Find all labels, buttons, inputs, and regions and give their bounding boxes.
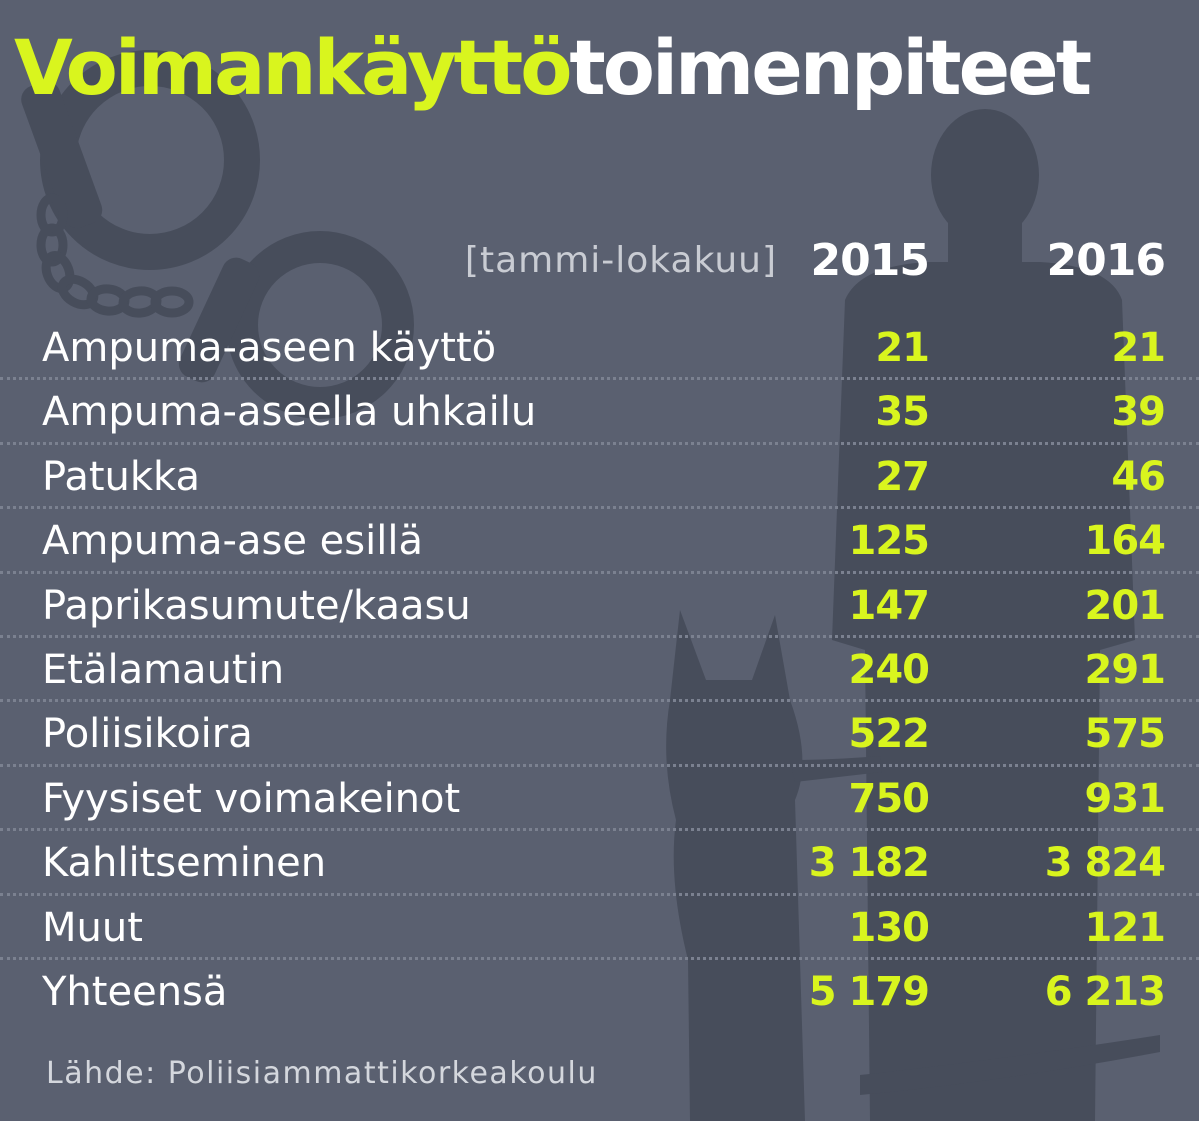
table-row-total: Yhteensä 5 179 6 213 [0, 960, 1199, 1024]
row-label: Patukka [42, 453, 201, 500]
row-label: Poliisikoira [42, 711, 253, 758]
value-2016: 201 [1084, 582, 1166, 629]
table-row: Ampuma-aseella uhkailu 35 39 [0, 380, 1199, 446]
value-2015: 522 [848, 711, 930, 758]
value-2015: 21 [875, 325, 930, 371]
value-2015: 125 [848, 518, 930, 565]
table-row: Fyysiset voimakeinot 750 931 [0, 767, 1199, 832]
value-2016: 6 213 [1044, 968, 1166, 1015]
row-label: Fyysiset voimakeinot [42, 775, 461, 822]
column-header-2016: 2016 [1046, 235, 1166, 286]
row-label: Yhteensä [42, 968, 228, 1015]
value-2016: 21 [1111, 325, 1166, 371]
value-2015: 27 [875, 453, 930, 500]
row-label: Ampuma-aseen käyttö [42, 325, 497, 371]
value-2016: 291 [1084, 646, 1166, 693]
police-dog-silhouette-icon [666, 610, 1160, 1121]
table-row: Ampuma-ase esillä 125 164 [0, 509, 1199, 574]
chart-title: Voimankäyttötoimenpiteet [14, 18, 1092, 118]
value-2016: 575 [1084, 711, 1166, 758]
table-row: Patukka 27 46 [0, 445, 1199, 510]
table-row: Etälamautin 240 291 [0, 638, 1199, 703]
table-row: Poliisikoira 522 575 [0, 702, 1199, 768]
police-officer-silhouette-icon [832, 109, 1135, 1121]
chart-title-rest: toimenpiteet [569, 23, 1092, 112]
column-header-2015: 2015 [810, 235, 930, 286]
row-label: Etälamautin [42, 646, 285, 693]
value-2016: 46 [1111, 453, 1166, 500]
table-row: Ampuma-aseen käyttö 21 21 [0, 316, 1199, 381]
period-label: [tammi-lokakuu] [464, 240, 777, 281]
data-table: Ampuma-aseen käyttö 21 21 Ampuma-aseella… [0, 316, 1199, 1024]
value-2016: 931 [1084, 775, 1166, 822]
row-label: Kahlitseminen [42, 840, 327, 887]
row-label: Ampuma-aseella uhkailu [42, 389, 537, 436]
table-row: Paprikasumute/kaasu 147 201 [0, 574, 1199, 639]
value-2015: 240 [848, 646, 930, 693]
row-label: Ampuma-ase esillä [42, 518, 423, 565]
value-2016: 121 [1084, 904, 1166, 951]
value-2016: 3 824 [1044, 840, 1166, 887]
value-2015: 750 [848, 775, 930, 822]
value-2015: 3 182 [808, 840, 930, 887]
value-2016: 39 [1111, 389, 1166, 436]
value-2015: 35 [875, 389, 930, 436]
handcuffs-icon [21, 50, 414, 419]
value-2015: 5 179 [808, 968, 930, 1015]
row-label: Paprikasumute/kaasu [42, 582, 471, 629]
source-note: Lähde: Poliisiammattikorkeakoulu [46, 1056, 598, 1091]
value-2016: 164 [1084, 518, 1166, 565]
table-row: Kahlitseminen 3 182 3 824 [0, 831, 1199, 896]
chart-title-highlight: Voimankäyttö [14, 23, 572, 112]
value-2015: 147 [848, 582, 930, 629]
row-label: Muut [42, 904, 143, 951]
table-row: Muut 130 121 [0, 896, 1199, 961]
value-2015: 130 [848, 904, 930, 951]
